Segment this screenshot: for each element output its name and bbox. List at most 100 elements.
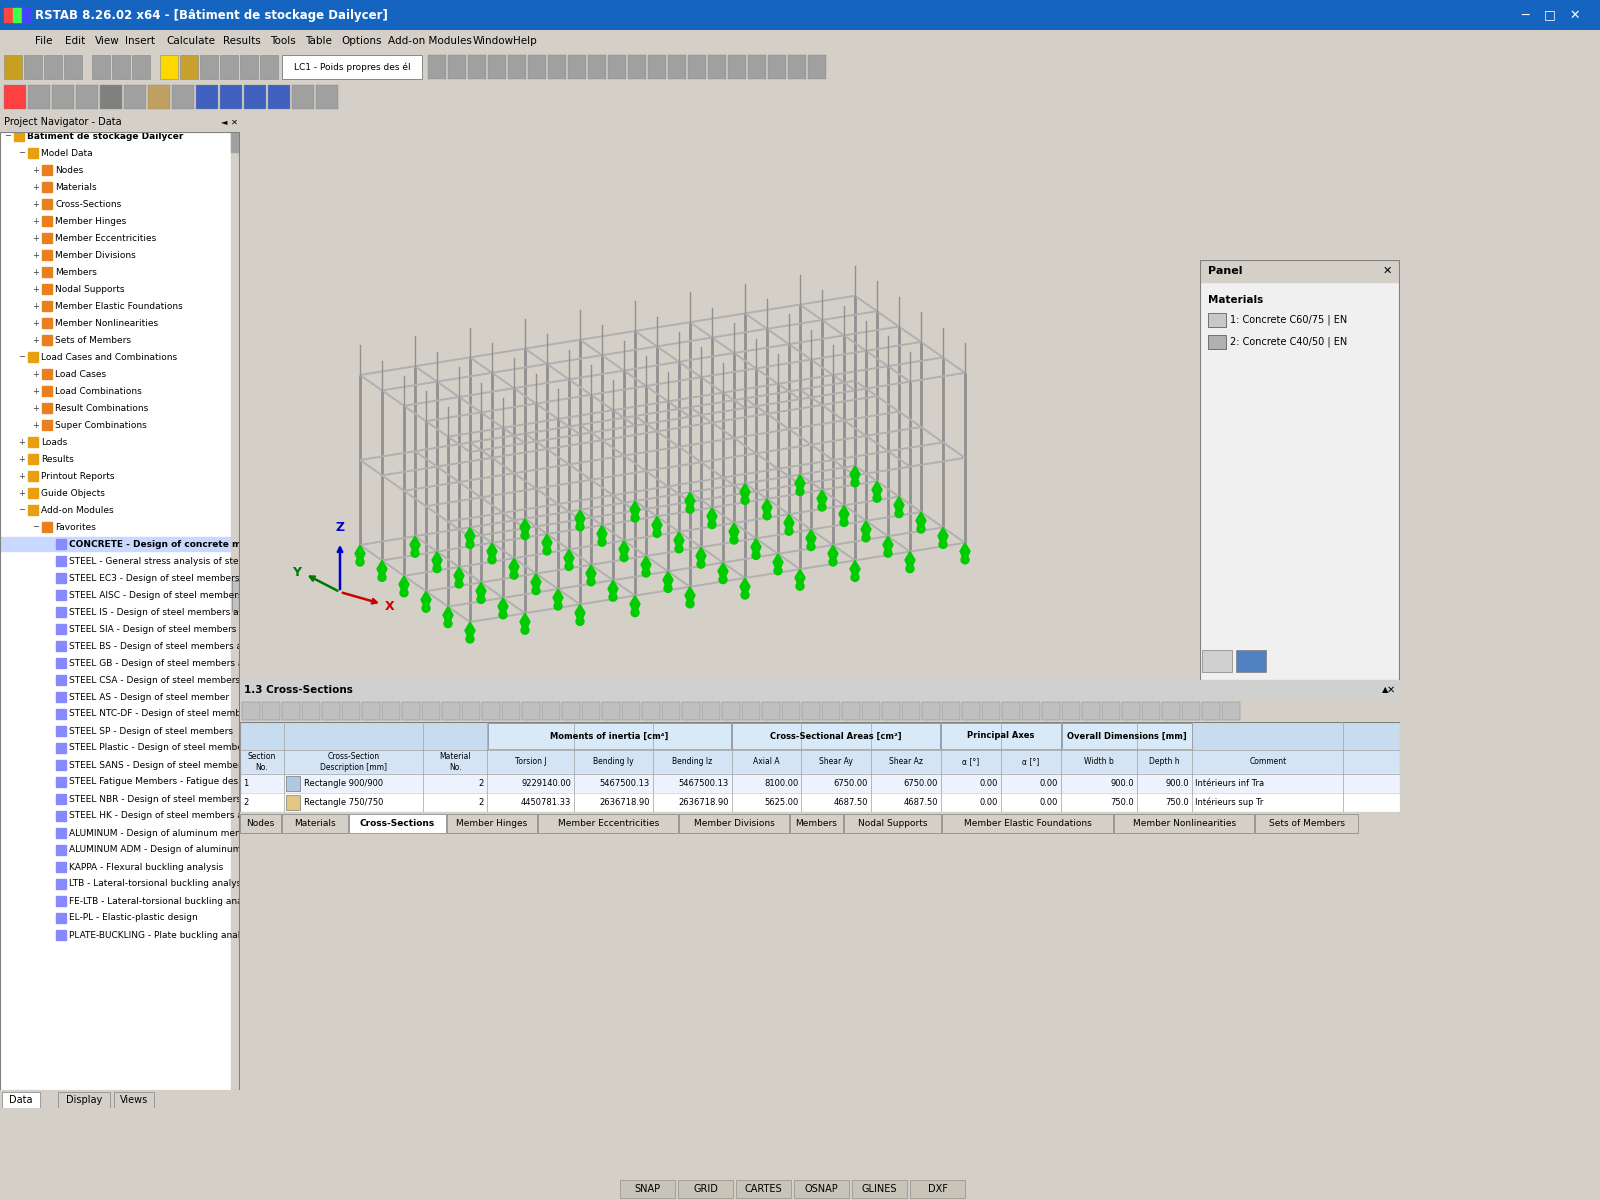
Bar [1162, 702, 1181, 720]
Bar [56, 760, 66, 770]
Text: Results: Results [224, 36, 261, 46]
Text: Rectangle 900/900: Rectangle 900/900 [304, 779, 384, 788]
Circle shape [653, 529, 661, 538]
Polygon shape [730, 523, 739, 538]
Text: Tools: Tools [270, 36, 296, 46]
Text: STEEL - General stress analysis of steel m: STEEL - General stress analysis of steel… [69, 557, 259, 565]
Polygon shape [718, 563, 728, 577]
Bar [291, 85, 314, 109]
Text: ALUMINUM - Design of aluminum mem: ALUMINUM - Design of aluminum mem [69, 828, 243, 838]
Circle shape [894, 510, 902, 517]
Bar [669, 55, 686, 79]
Circle shape [906, 565, 914, 572]
Text: Results: Results [42, 455, 74, 463]
Text: Overall Dimensions [mm]: Overall Dimensions [mm] [1067, 732, 1187, 740]
Text: Result Combinations: Result Combinations [54, 403, 149, 413]
Text: ✕: ✕ [230, 118, 237, 126]
Bar [56, 778, 66, 787]
Text: STEEL AS - Design of steel member: STEEL AS - Design of steel member [69, 692, 229, 702]
Text: Views: Views [120, 1094, 149, 1105]
Bar [56, 674, 66, 685]
Bar [286, 776, 301, 791]
Text: Width b: Width b [1085, 757, 1114, 767]
Text: 1.3 Cross-Sections: 1.3 Cross-Sections [243, 685, 354, 695]
Bar [42, 420, 51, 430]
Text: FE-LTB - Lateral-torsional buckling anal: FE-LTB - Lateral-torsional buckling anal [69, 896, 245, 906]
Polygon shape [520, 613, 530, 628]
Text: Loads: Loads [42, 438, 67, 446]
Bar [29, 505, 38, 515]
Text: Options: Options [341, 36, 381, 46]
Bar [910, 1180, 965, 1198]
Bar [942, 702, 960, 720]
Text: Guide Objects: Guide Objects [42, 488, 106, 498]
Text: +: + [19, 488, 26, 498]
Circle shape [829, 558, 837, 566]
Text: 1: 1 [243, 779, 248, 788]
Text: +: + [32, 166, 40, 174]
Text: Members: Members [795, 818, 837, 828]
Polygon shape [509, 558, 518, 572]
Circle shape [510, 571, 518, 580]
Bar [42, 522, 51, 532]
Text: −: − [32, 522, 40, 532]
Text: ✕: ✕ [1570, 8, 1581, 22]
Circle shape [675, 545, 683, 553]
Text: Section
No.: Section No. [248, 752, 277, 772]
Text: ✕: ✕ [1387, 685, 1395, 695]
Text: STEEL Fatigue Members - Fatigue desig: STEEL Fatigue Members - Fatigue desig [69, 778, 246, 786]
Text: Z: Z [336, 521, 344, 534]
Bar [221, 85, 242, 109]
Bar [688, 55, 706, 79]
Circle shape [434, 565, 442, 572]
Circle shape [610, 593, 618, 601]
Bar [1235, 650, 1266, 672]
Bar [682, 702, 701, 720]
Bar [42, 403, 51, 413]
Bar [42, 233, 51, 242]
Bar [56, 726, 66, 736]
Text: Moments of inertia [cm⁴]: Moments of inertia [cm⁴] [550, 732, 669, 740]
Bar [422, 702, 440, 720]
Bar [221, 55, 238, 79]
Bar [131, 55, 150, 79]
Bar [29, 352, 38, 362]
Text: +: + [32, 199, 40, 209]
Text: 5467500.13: 5467500.13 [600, 779, 650, 788]
Text: 2: 2 [243, 798, 248, 808]
Bar [808, 55, 826, 79]
Bar [442, 702, 461, 720]
Text: 750.0: 750.0 [1110, 798, 1134, 808]
Polygon shape [750, 539, 762, 552]
Polygon shape [883, 536, 893, 550]
Bar [1202, 702, 1221, 720]
Bar [662, 702, 680, 720]
Bar [42, 166, 51, 175]
Text: ◄: ◄ [221, 118, 227, 126]
Polygon shape [872, 481, 882, 496]
Bar [822, 702, 840, 720]
Polygon shape [466, 622, 475, 636]
Text: Bâtiment de stockage Dailycer: Bâtiment de stockage Dailycer [27, 132, 184, 140]
Text: Sets of Members: Sets of Members [54, 336, 131, 344]
Circle shape [741, 497, 749, 504]
Polygon shape [574, 510, 586, 523]
Bar [29, 437, 38, 448]
Bar [240, 55, 258, 79]
Text: Data: Data [10, 1094, 32, 1105]
Polygon shape [597, 526, 606, 539]
Bar [1208, 335, 1226, 349]
Circle shape [786, 527, 794, 535]
Circle shape [774, 566, 782, 575]
Bar [542, 702, 560, 720]
Bar [29, 148, 38, 158]
Bar [64, 55, 82, 79]
Bar [42, 199, 51, 209]
Bar [29, 454, 38, 464]
Text: Rectangle 750/750: Rectangle 750/750 [304, 798, 384, 808]
Bar [589, 55, 606, 79]
Bar [446, 814, 538, 833]
Bar [42, 284, 51, 294]
Bar [862, 702, 880, 720]
Bar [1142, 702, 1160, 720]
